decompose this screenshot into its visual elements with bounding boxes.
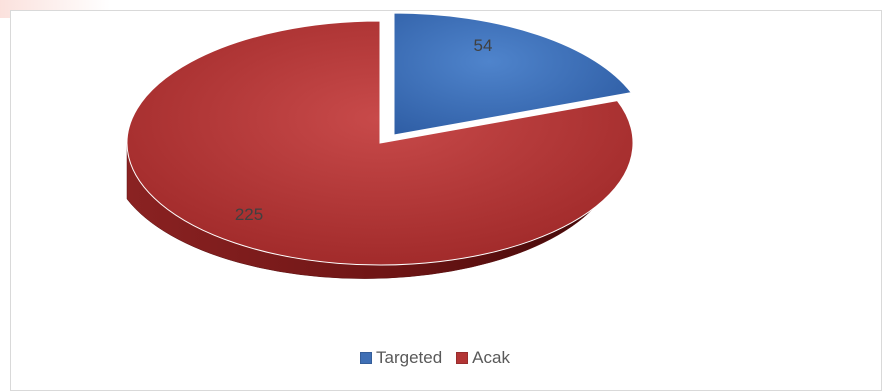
data-label-acak: 225 (235, 205, 263, 224)
pie-slice-acak (126, 20, 634, 266)
legend-item-targeted: Targeted (360, 348, 442, 368)
legend-label-acak: Acak (472, 348, 510, 367)
chart-legend: Targeted Acak (360, 348, 524, 368)
legend-label-targeted: Targeted (376, 348, 443, 367)
legend-swatch-acak (456, 352, 469, 364)
legend-item-acak: Acak (456, 348, 510, 368)
legend-swatch-targeted (360, 352, 372, 364)
pie-slice-targeted (393, 12, 633, 136)
data-label-targeted: 54 (474, 36, 493, 55)
